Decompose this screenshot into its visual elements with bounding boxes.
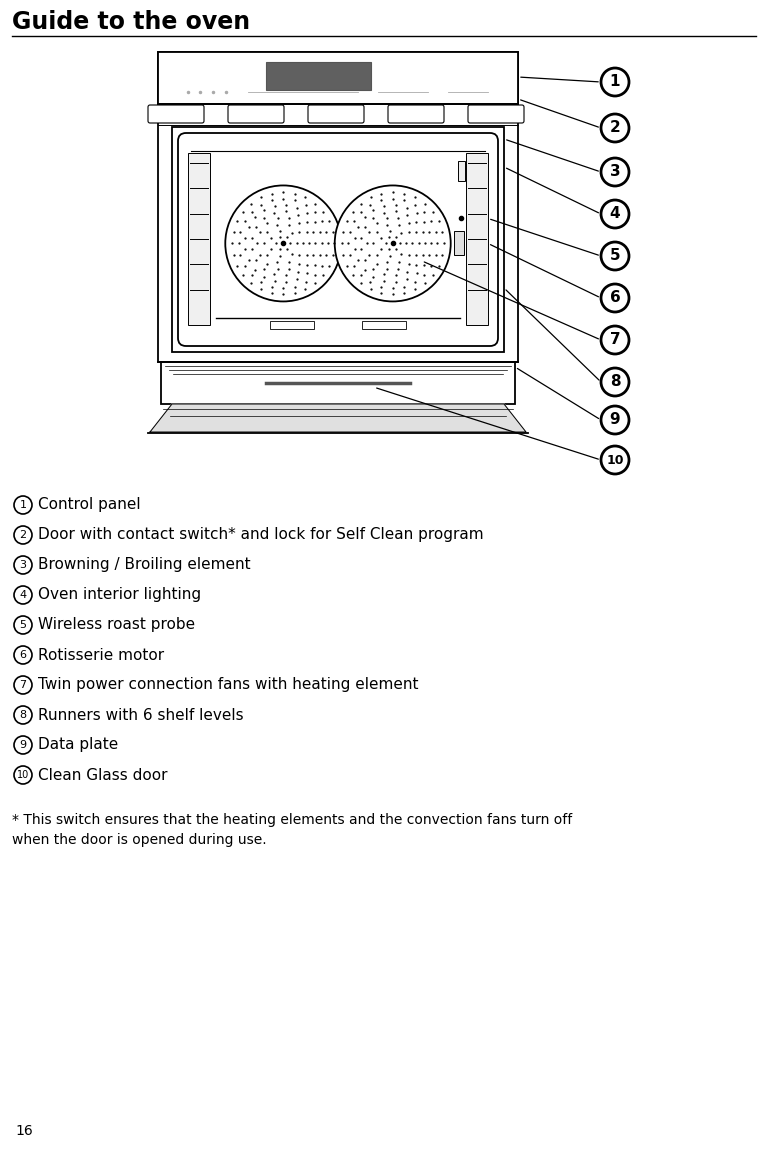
Circle shape xyxy=(225,185,341,301)
Text: Control panel: Control panel xyxy=(38,498,141,512)
Circle shape xyxy=(601,406,629,434)
Circle shape xyxy=(601,284,629,313)
Text: 9: 9 xyxy=(610,412,621,427)
Circle shape xyxy=(601,114,629,142)
Text: Twin power connection fans with heating element: Twin power connection fans with heating … xyxy=(38,678,419,693)
Circle shape xyxy=(14,646,32,664)
Circle shape xyxy=(601,242,629,270)
Circle shape xyxy=(14,676,32,694)
Text: Oven interior lighting: Oven interior lighting xyxy=(38,587,201,602)
Bar xyxy=(158,52,518,362)
Bar xyxy=(172,128,504,352)
Text: Clean Glass door: Clean Glass door xyxy=(38,768,167,782)
Text: Wireless roast probe: Wireless roast probe xyxy=(38,617,195,632)
Text: Door with contact switch* and lock for Self Clean program: Door with contact switch* and lock for S… xyxy=(38,527,484,542)
Bar xyxy=(161,362,515,404)
Text: Browning / Broiling element: Browning / Broiling element xyxy=(38,557,250,572)
Circle shape xyxy=(14,737,32,754)
Text: 7: 7 xyxy=(610,332,621,347)
Circle shape xyxy=(601,368,629,396)
Text: when the door is opened during use.: when the door is opened during use. xyxy=(12,833,266,847)
Text: Runners with 6 shelf levels: Runners with 6 shelf levels xyxy=(38,708,243,723)
Circle shape xyxy=(601,159,629,186)
Text: 4: 4 xyxy=(19,589,27,600)
Circle shape xyxy=(335,185,451,301)
Text: 4: 4 xyxy=(610,207,621,222)
Text: 5: 5 xyxy=(610,248,621,263)
Bar xyxy=(270,321,314,329)
Bar xyxy=(454,231,464,255)
Text: 3: 3 xyxy=(19,560,27,570)
Text: 2: 2 xyxy=(19,530,27,540)
Text: 16: 16 xyxy=(15,1124,33,1138)
Circle shape xyxy=(601,446,629,475)
Circle shape xyxy=(14,705,32,724)
Text: 8: 8 xyxy=(19,710,27,720)
Text: Guide to the oven: Guide to the oven xyxy=(12,10,250,34)
Text: Data plate: Data plate xyxy=(38,738,118,753)
FancyBboxPatch shape xyxy=(228,105,284,123)
Text: Rotisserie motor: Rotisserie motor xyxy=(38,648,164,663)
Bar xyxy=(362,321,406,329)
Text: 9: 9 xyxy=(19,740,27,750)
Text: 6: 6 xyxy=(19,650,27,660)
FancyBboxPatch shape xyxy=(308,105,364,123)
Circle shape xyxy=(601,326,629,354)
Circle shape xyxy=(601,68,629,97)
Circle shape xyxy=(14,556,32,574)
FancyBboxPatch shape xyxy=(178,133,498,346)
Circle shape xyxy=(14,766,32,784)
Circle shape xyxy=(14,496,32,514)
FancyBboxPatch shape xyxy=(468,105,524,123)
Bar xyxy=(466,153,488,325)
Text: 6: 6 xyxy=(610,291,621,306)
Circle shape xyxy=(601,200,629,228)
Bar xyxy=(458,161,465,182)
Text: 1: 1 xyxy=(19,500,27,510)
Bar xyxy=(266,62,370,90)
Polygon shape xyxy=(150,404,526,432)
Text: 3: 3 xyxy=(610,164,621,179)
Bar xyxy=(188,153,210,325)
Text: 7: 7 xyxy=(19,680,27,691)
Text: 2: 2 xyxy=(610,121,621,136)
Text: 10: 10 xyxy=(606,454,624,466)
Text: 8: 8 xyxy=(610,375,621,390)
Circle shape xyxy=(14,586,32,604)
FancyBboxPatch shape xyxy=(388,105,444,123)
Text: 1: 1 xyxy=(610,75,621,90)
Circle shape xyxy=(14,616,32,634)
Circle shape xyxy=(14,526,32,543)
Bar xyxy=(158,52,518,105)
FancyBboxPatch shape xyxy=(148,105,204,123)
Text: * This switch ensures that the heating elements and the convection fans turn off: * This switch ensures that the heating e… xyxy=(12,813,572,827)
Text: 5: 5 xyxy=(19,620,27,630)
Text: 10: 10 xyxy=(17,770,29,780)
